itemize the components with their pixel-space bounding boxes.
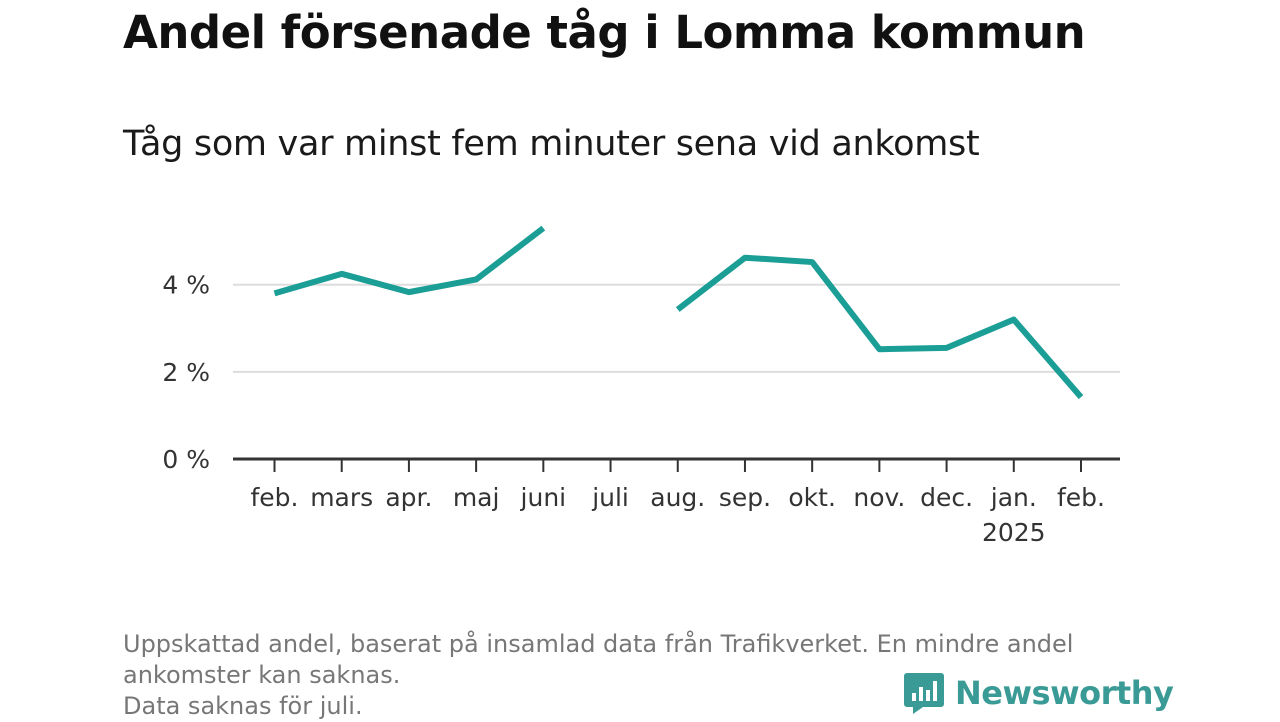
- newsworthy-logo-icon: [904, 673, 944, 714]
- x-tick-label: juni: [520, 483, 567, 512]
- brand-name: Newsworthy: [955, 674, 1174, 712]
- x-tick-label: dec.: [920, 483, 973, 512]
- y-tick-label: 4 %: [162, 271, 210, 300]
- x-tick-label: sep.: [719, 483, 771, 512]
- chart-footnote: Uppskattad andel, baserat på insamlad da…: [123, 629, 1163, 722]
- y-tick-label: 0 %: [162, 445, 210, 474]
- chart-subtitle: Tåg som var minst fem minuter sena vid a…: [123, 124, 980, 164]
- footnote-line-3: Data saknas för juli.: [123, 692, 363, 720]
- x-tick-label: aug.: [650, 483, 705, 512]
- y-tick-label: 2 %: [162, 358, 210, 387]
- x-tick-label: feb.: [251, 483, 299, 512]
- series-line-segment-2: [675, 254, 1084, 400]
- series-line-segment-1: [273, 225, 546, 297]
- x-tick-label: juli: [591, 483, 629, 512]
- x-year-label: 2025: [982, 518, 1046, 547]
- footnote-line-1: Uppskattad andel, baserat på insamlad da…: [123, 630, 1074, 658]
- newsworthy-brand: Newsworthy: [903, 671, 1174, 715]
- x-tick-label: okt.: [788, 483, 836, 512]
- chart-title: Andel försenade tåg i Lomma kommun: [123, 6, 1086, 59]
- x-tick-label: jan.: [990, 483, 1037, 512]
- x-tick-label: maj: [453, 483, 500, 512]
- footnote-line-2: ankomster kan saknas.: [123, 661, 401, 689]
- x-tick-label: mars: [310, 483, 373, 512]
- x-tick-label: nov.: [853, 483, 905, 512]
- x-tick-label: feb.: [1057, 483, 1105, 512]
- x-tick-label: apr.: [385, 483, 432, 512]
